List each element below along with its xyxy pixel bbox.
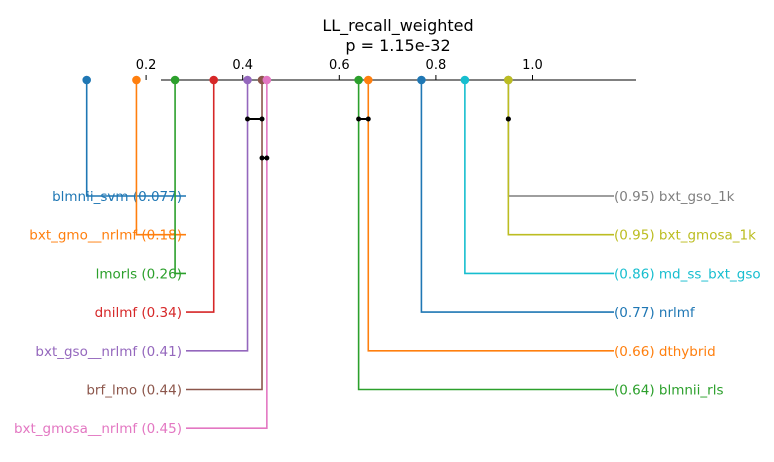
rank-point <box>170 75 180 85</box>
rank-point <box>354 75 363 85</box>
axis-tick-label: 1.0 <box>522 58 543 73</box>
leader-line <box>464 80 614 275</box>
leader-line <box>186 80 215 313</box>
axis-ticks: 0.2 0.4 0.6 0.8 1.0 <box>136 58 543 80</box>
entry-label: (0.64) blmnii_rls <box>614 383 724 399</box>
leader-line <box>367 80 614 352</box>
entry-label: (0.95) bxt_gso_1k <box>614 189 735 205</box>
entry-label: (0.95) bxt_gmosa_1k <box>614 228 756 244</box>
entry-label: brf_lmo (0.44) <box>86 383 182 399</box>
clique-end <box>264 155 270 161</box>
cliques-group <box>245 116 511 161</box>
leader-line <box>186 80 249 352</box>
axis-tick-label: 0.6 <box>329 58 350 73</box>
entry-label: bxt_gmosa__nrlmf (0.45) <box>14 421 182 437</box>
clique-end <box>365 116 371 122</box>
entry-label: lmorls (0.26) <box>96 266 182 282</box>
axis-tick-label: 0.8 <box>426 58 447 73</box>
leader-line <box>135 80 186 236</box>
leader-line <box>420 80 614 313</box>
clique-end <box>505 116 511 122</box>
entry-label: bxt_gmo__nrlmf (0.18) <box>29 228 182 244</box>
rank-point <box>262 75 272 85</box>
leader-line <box>357 80 614 391</box>
entry-label: (0.77) nrlmf <box>614 305 696 321</box>
axis-tick-label: 0.4 <box>232 58 253 73</box>
rank-point <box>417 75 426 85</box>
leader-line <box>174 80 186 275</box>
leader-line <box>85 80 186 197</box>
entry-label: bxt_gso__nrlmf (0.41) <box>35 344 182 360</box>
entries-group: blmnii_svm (0.077) bxt_gmo__nrlmf (0.18) l… <box>14 80 761 437</box>
leader-line <box>186 80 263 391</box>
clique-end <box>259 155 265 161</box>
entry-label: blmnii_svm (0.077) <box>52 189 182 205</box>
rank-point <box>504 75 513 85</box>
clique-end <box>245 116 251 122</box>
chart-title: LL_recall_weighted <box>322 16 473 36</box>
rank-point <box>363 75 373 85</box>
entry-label: (0.86) md_ss_bxt_gso <box>614 266 761 282</box>
rank-point <box>460 75 470 85</box>
leader-line <box>507 80 614 197</box>
rank-point <box>243 75 252 85</box>
points-group <box>82 75 513 85</box>
entry-label: (0.66) dthybrid <box>614 344 716 360</box>
clique-end <box>356 116 362 122</box>
rank-point <box>209 75 219 85</box>
entry-label: dnilmf (0.34) <box>95 305 182 321</box>
leader-line <box>507 80 614 236</box>
axis-tick-label: 0.2 <box>136 58 157 73</box>
leader-line <box>186 80 268 430</box>
rank-point <box>132 75 141 85</box>
rank-point <box>82 75 91 85</box>
chart-subtitle: p = 1.15e-32 <box>345 36 450 55</box>
clique-end <box>259 116 265 122</box>
